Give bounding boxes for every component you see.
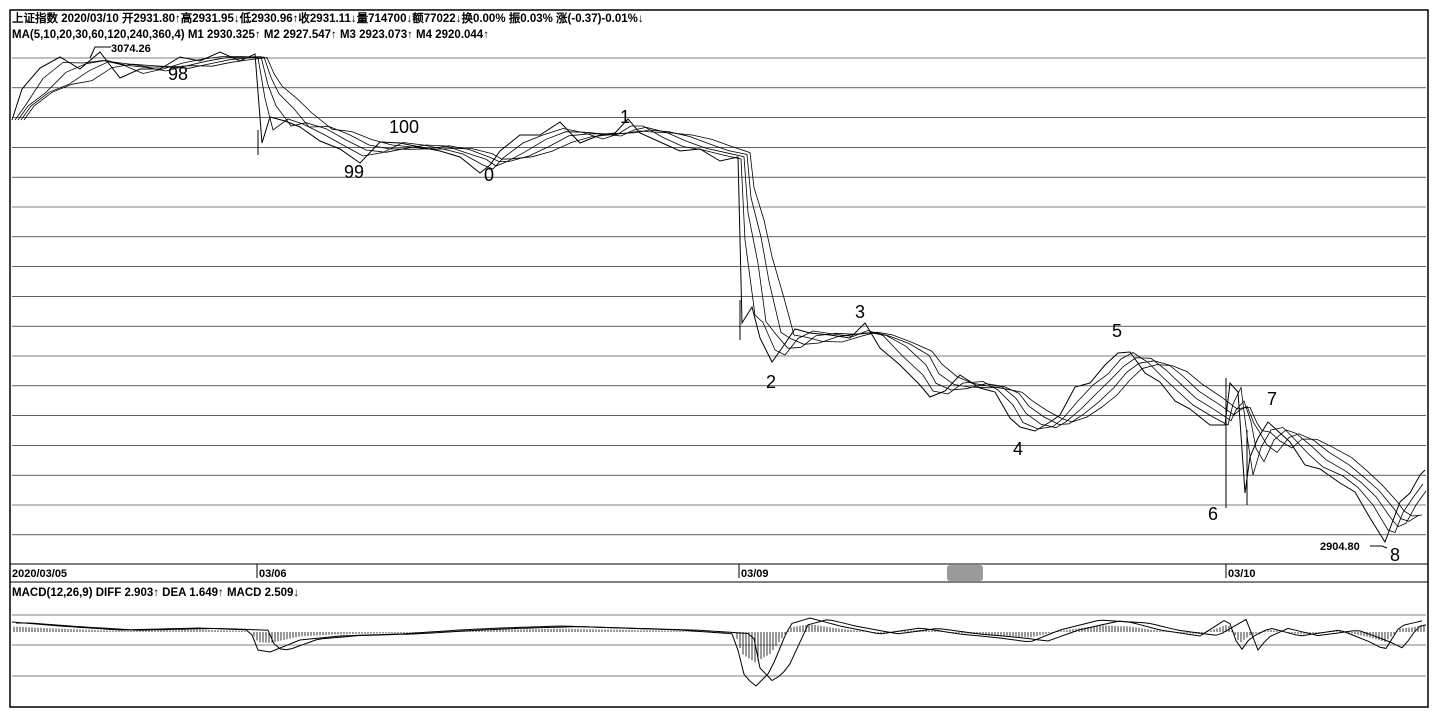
ma-info-line: MA(5,10,20,30,60,120,240,360,4) M1 2930.…	[12, 29, 489, 41]
wave-label-5: 5	[1112, 321, 1122, 341]
price-spikes	[257, 130, 1248, 508]
ma-line-m3	[20, 56, 1420, 522]
high-price-label: 3074.26	[111, 43, 151, 55]
ma-line-m2	[17, 56, 1427, 528]
wave-label-0: 0	[484, 165, 494, 185]
wave-label-3: 3	[855, 302, 865, 322]
date-label-0309: 03/09	[741, 568, 769, 580]
date-label-0306: 03/06	[259, 568, 287, 580]
wave-label-100: 100	[389, 117, 419, 137]
ma-line-m4	[23, 57, 1423, 517]
macd-dea-line	[16, 618, 1427, 682]
moving-average-lines	[14, 56, 1427, 534]
price-line	[11, 51, 1426, 544]
ma-line-m1	[14, 56, 1424, 534]
wave-label-7: 7	[1267, 389, 1277, 409]
wave-label-2: 2	[766, 372, 776, 392]
date-label-0310: 03/10	[1228, 568, 1256, 580]
low-price-label: 2904.80	[1320, 541, 1360, 553]
macd-info-line: MACD(12,26,9) DIFF 2.903↑ DEA 1.649↑ MAC…	[12, 587, 299, 599]
macd-histogram	[13, 624, 1425, 663]
high-price-tag: 3074.26	[89, 43, 151, 59]
scrollbar-thumb[interactable]	[947, 565, 983, 581]
wave-label-1: 1	[620, 107, 630, 127]
macd-diff-line	[11, 617, 1423, 687]
macd-gridlines	[12, 614, 1426, 677]
low-price-tag: 2904.80	[1320, 541, 1388, 553]
wave-label-98: 98	[168, 64, 188, 84]
date-label-start: 2020/03/05	[12, 568, 67, 580]
wave-label-4: 4	[1013, 439, 1023, 459]
wave-label-6: 6	[1208, 504, 1218, 524]
quote-info-line: 上证指数 2020/03/10 开2931.80↑高2931.95↓低2930.…	[12, 11, 644, 25]
chart-frame	[9, 9, 1429, 708]
wave-label-99: 99	[344, 162, 364, 182]
price-gridlines	[12, 57, 1426, 536]
wave-label-8: 8	[1390, 545, 1400, 565]
